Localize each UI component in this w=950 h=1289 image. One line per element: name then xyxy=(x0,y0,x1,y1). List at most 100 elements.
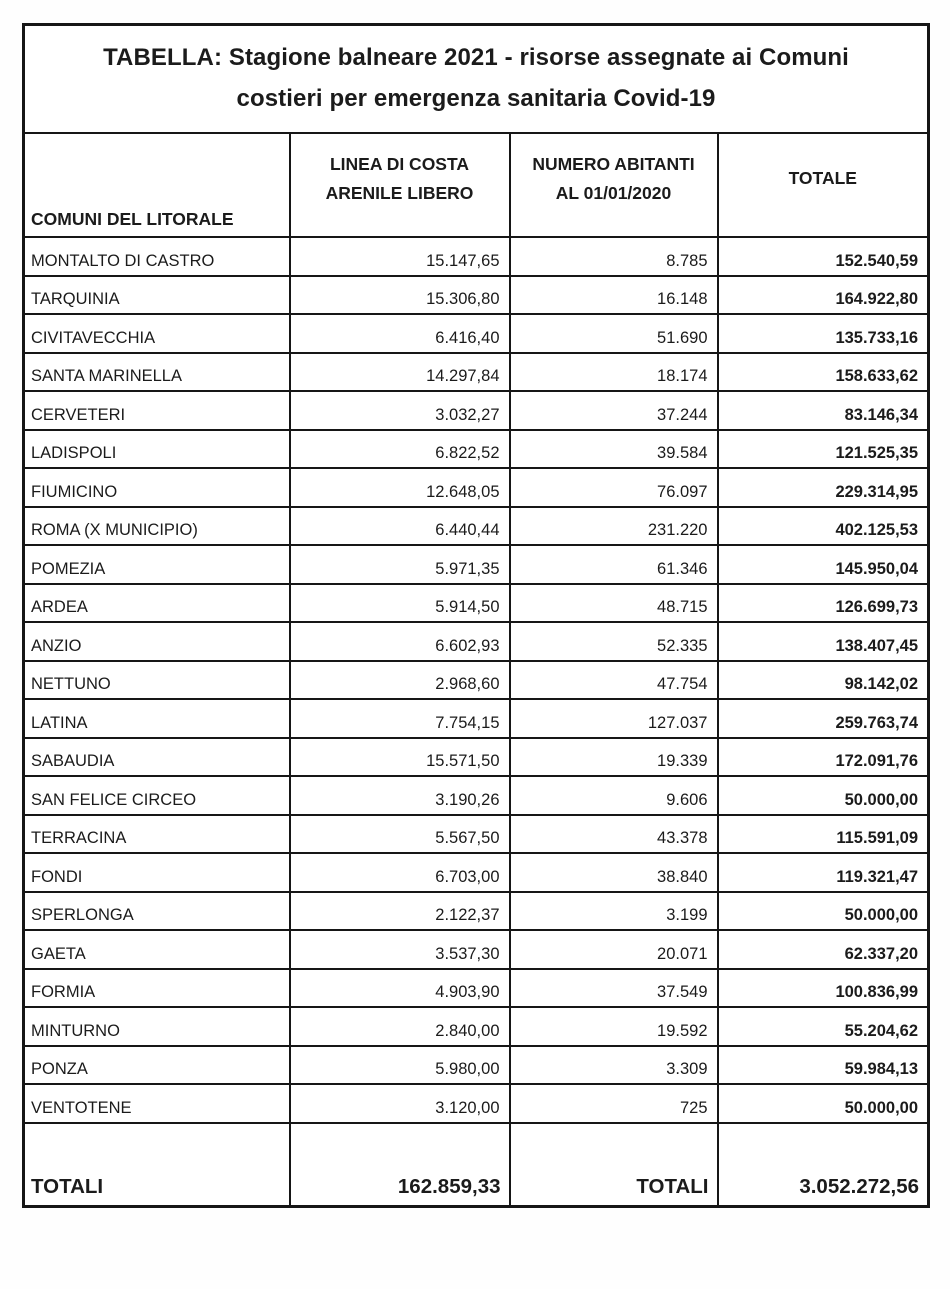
cell-comune: TARQUINIA xyxy=(22,274,291,315)
table-body: MONTALTO DI CASTRO 15.147,65 8.785 152.540,… xyxy=(22,236,930,1124)
totals-abitanti-label: TOTALI xyxy=(508,1121,719,1208)
table-row: MONTALTO DI CASTRO 15.147,65 8.785 152.540,… xyxy=(22,236,930,277)
cell-totale: 50.000,00 xyxy=(716,775,930,816)
cell-totale: 121.525,35 xyxy=(716,428,930,469)
totals-totale-value: 3.052.272,56 xyxy=(716,1121,930,1208)
totals-linea-di-costa-value: 162.859,33 xyxy=(288,1121,511,1208)
cell-comune: ROMA (X MUNICIPIO) xyxy=(22,505,291,546)
cell-totale: 50.000,00 xyxy=(716,890,930,931)
header-linea-di-costa: LINEA DI COSTA ARENILE LIBERO xyxy=(288,132,511,238)
table-row: ANZIO 6.602,93 52.335 138.407,45 xyxy=(22,621,930,662)
cell-totale: 152.540,59 xyxy=(716,236,930,277)
cell-linea-di-costa: 6.703,00 xyxy=(288,852,511,893)
cell-linea-di-costa: 7.754,15 xyxy=(288,698,511,739)
cell-comune: FIUMICINO xyxy=(22,467,291,508)
cell-abitanti: 18.174 xyxy=(508,351,719,392)
cell-comune: MONTALTO DI CASTRO xyxy=(22,236,291,277)
header-totale: TOTALE xyxy=(716,132,930,238)
table-row: POMEZIA 5.971,35 61.346 145.950,04 xyxy=(22,544,930,585)
cell-linea-di-costa: 3.032,27 xyxy=(288,390,511,431)
cell-totale: 83.146,34 xyxy=(716,390,930,431)
cell-comune: SANTA MARINELLA xyxy=(22,351,291,392)
table-row: LADISPOLI 6.822,52 39.584 121.525,35 xyxy=(22,428,930,469)
table-row: ARDEA 5.914,50 48.715 126.699,73 xyxy=(22,582,930,623)
cell-linea-di-costa: 5.980,00 xyxy=(288,1044,511,1085)
cell-comune: TERRACINA xyxy=(22,813,291,854)
cell-comune: FONDI xyxy=(22,852,291,893)
cell-linea-di-costa: 4.903,90 xyxy=(288,967,511,1008)
cell-abitanti: 39.584 xyxy=(508,428,719,469)
cell-linea-di-costa: 6.602,93 xyxy=(288,621,511,662)
cell-totale: 138.407,45 xyxy=(716,621,930,662)
table-row: PONZA 5.980,00 3.309 59.984,13 xyxy=(22,1044,930,1085)
table-row: FONDI 6.703,00 38.840 119.321,47 xyxy=(22,852,930,893)
cell-abitanti: 231.220 xyxy=(508,505,719,546)
cell-linea-di-costa: 3.120,00 xyxy=(288,1083,511,1124)
cell-totale: 98.142,02 xyxy=(716,659,930,700)
cell-abitanti: 51.690 xyxy=(508,313,719,354)
table-row: SPERLONGA 2.122,37 3.199 50.000,00 xyxy=(22,890,930,931)
cell-comune: MINTURNO xyxy=(22,1006,291,1047)
table-row: MINTURNO 2.840,00 19.592 55.204,62 xyxy=(22,1006,930,1047)
cell-linea-di-costa: 14.297,84 xyxy=(288,351,511,392)
cell-totale: 402.125,53 xyxy=(716,505,930,546)
cell-totale: 62.337,20 xyxy=(716,929,930,970)
cell-comune: CERVETERI xyxy=(22,390,291,431)
header-comuni-del-litorale: COMUNI DEL LITORALE xyxy=(22,132,291,238)
cell-abitanti: 76.097 xyxy=(508,467,719,508)
cell-comune: SPERLONGA xyxy=(22,890,291,931)
cell-totale: 126.699,73 xyxy=(716,582,930,623)
cell-totale: 172.091,76 xyxy=(716,736,930,777)
cell-abitanti: 725 xyxy=(508,1083,719,1124)
table-row: LATINA 7.754,15 127.037 259.763,74 xyxy=(22,698,930,739)
cell-abitanti: 16.148 xyxy=(508,274,719,315)
cell-comune: FORMIA xyxy=(22,967,291,1008)
cell-totale: 145.950,04 xyxy=(716,544,930,585)
cell-abitanti: 61.346 xyxy=(508,544,719,585)
cell-abitanti: 48.715 xyxy=(508,582,719,623)
cell-totale: 158.633,62 xyxy=(716,351,930,392)
cell-abitanti: 47.754 xyxy=(508,659,719,700)
cell-comune: GAETA xyxy=(22,929,291,970)
cell-comune: SAN FELICE CIRCEO xyxy=(22,775,291,816)
table-row: FORMIA 4.903,90 37.549 100.836,99 xyxy=(22,967,930,1008)
cell-totale: 55.204,62 xyxy=(716,1006,930,1047)
cell-comune: ARDEA xyxy=(22,582,291,623)
totals-row: TOTALI 162.859,33 TOTALI 3.052.272,56 xyxy=(22,1121,930,1208)
cell-comune: NETTUNO xyxy=(22,659,291,700)
cell-linea-di-costa: 3.190,26 xyxy=(288,775,511,816)
totals-label: TOTALI xyxy=(22,1121,291,1208)
cell-abitanti: 38.840 xyxy=(508,852,719,893)
table-row: SAN FELICE CIRCEO 3.190,26 9.606 50.000,00 xyxy=(22,775,930,816)
cell-totale: 119.321,47 xyxy=(716,852,930,893)
cell-totale: 100.836,99 xyxy=(716,967,930,1008)
cell-totale: 229.314,95 xyxy=(716,467,930,508)
cell-linea-di-costa: 15.306,80 xyxy=(288,274,511,315)
cell-abitanti: 37.244 xyxy=(508,390,719,431)
title-row: TABELLA: Stagione balneare 2021 - risors… xyxy=(22,23,930,134)
table-row: VENTOTENE 3.120,00 725 50.000,00 xyxy=(22,1083,930,1124)
cell-linea-di-costa: 5.971,35 xyxy=(288,544,511,585)
table-row: SANTA MARINELLA 14.297,84 18.174 158.633,62 xyxy=(22,351,930,392)
cell-linea-di-costa: 15.147,65 xyxy=(288,236,511,277)
table-title: TABELLA: Stagione balneare 2021 - risors… xyxy=(22,23,930,134)
cell-comune: VENTOTENE xyxy=(22,1083,291,1124)
cell-comune: ANZIO xyxy=(22,621,291,662)
covid-resources-table: TABELLA: Stagione balneare 2021 - risors… xyxy=(22,23,931,1208)
cell-abitanti: 3.309 xyxy=(508,1044,719,1085)
header-numero-abitanti: NUMERO ABITANTI AL 01/01/2020 xyxy=(508,132,719,238)
table-row: ROMA (X MUNICIPIO) 6.440,44 231.220 402.125… xyxy=(22,505,930,546)
cell-totale: 59.984,13 xyxy=(716,1044,930,1085)
cell-totale: 259.763,74 xyxy=(716,698,930,739)
cell-linea-di-costa: 12.648,05 xyxy=(288,467,511,508)
cell-totale: 135.733,16 xyxy=(716,313,930,354)
cell-linea-di-costa: 15.571,50 xyxy=(288,736,511,777)
cell-abitanti: 3.199 xyxy=(508,890,719,931)
cell-comune: LADISPOLI xyxy=(22,428,291,469)
table-row: FIUMICINO 12.648,05 76.097 229.314,95 xyxy=(22,467,930,508)
cell-comune: CIVITAVECCHIA xyxy=(22,313,291,354)
cell-totale: 115.591,09 xyxy=(716,813,930,854)
cell-abitanti: 43.378 xyxy=(508,813,719,854)
table-row: NETTUNO 2.968,60 47.754 98.142,02 xyxy=(22,659,930,700)
